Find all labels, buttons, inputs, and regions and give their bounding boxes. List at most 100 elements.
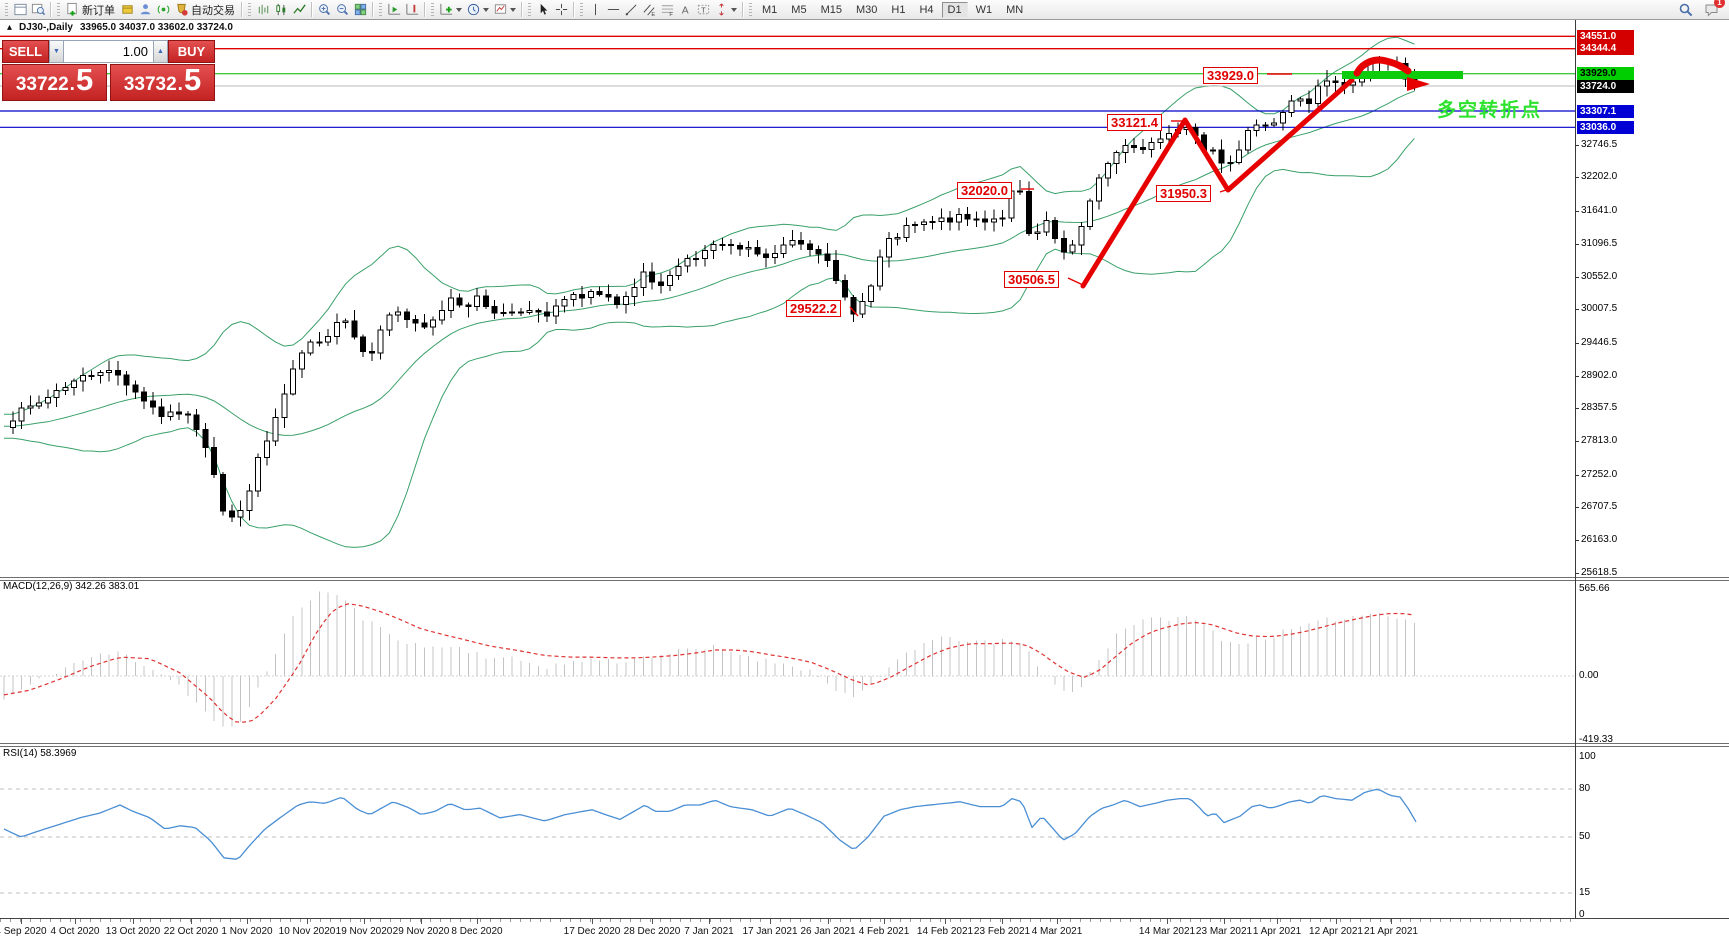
- date-label: 22 Oct 2020: [163, 926, 219, 937]
- date-label: 8 Dec 2020: [451, 926, 503, 937]
- price-scale-label: 26163.0: [1581, 534, 1618, 545]
- date-label: 12 Apr 2021: [1309, 926, 1363, 937]
- rsi-pane-canvas[interactable]: [0, 745, 1576, 918]
- timeframe-h1[interactable]: H1: [891, 3, 906, 16]
- date-label: 14 Feb 2021: [916, 926, 974, 937]
- timeframe-w1[interactable]: W1: [975, 3, 993, 16]
- crosshair-icon[interactable]: [552, 1, 570, 18]
- price-annotation[interactable]: 30506.5: [1004, 271, 1059, 288]
- timeframe-group: M1 M5 M15 M30 H1 H4 D1 W1 MN: [755, 1, 1030, 18]
- indicators-dropdown-caret[interactable]: [456, 7, 462, 12]
- timeframe-m5[interactable]: M5: [791, 3, 807, 16]
- data-window-icon[interactable]: [136, 1, 154, 18]
- trend-note-text[interactable]: 多空转折点: [1437, 100, 1543, 121]
- periods-dropdown-caret[interactable]: [483, 7, 489, 12]
- toolbar-grip[interactable]: [5, 3, 8, 16]
- macd-header: MACD(12,26,9) 342.26 383.01: [3, 581, 140, 592]
- cursor-icon[interactable]: [534, 1, 552, 18]
- date-minor-ticks: [0, 919, 1575, 922]
- candlestick-chart-icon[interactable]: [272, 1, 290, 18]
- price-scale-label: 28902.0: [1581, 370, 1618, 381]
- toolbar: 新订单 自动交易 E F A T M1 M5 M15 M30 H1 H4 D1 W1 M: [0, 0, 1729, 20]
- date-label: 7 Jan 2021: [684, 926, 734, 937]
- one-click-trading-panel: SELL ▼ 1.00 ▲ BUY 33722. 5 33732. 5: [2, 40, 215, 101]
- auto-trading-button[interactable]: 自动交易: [191, 4, 235, 17]
- date-label: 10 Nov 2020: [278, 926, 336, 937]
- zoom-in-icon[interactable]: [315, 1, 333, 18]
- timeframe-m15[interactable]: M15: [820, 3, 842, 16]
- collapse-icon[interactable]: ▴: [7, 22, 13, 33]
- sell-button[interactable]: SELL: [2, 40, 49, 63]
- zoom-out-icon[interactable]: [333, 1, 351, 18]
- macd-pane-separator[interactable]: [0, 577, 1729, 581]
- date-label: 26 Jan 2021: [800, 926, 856, 937]
- templates-icon[interactable]: [491, 1, 509, 18]
- macd-pane-canvas[interactable]: [0, 579, 1576, 743]
- arrows-icon[interactable]: [712, 1, 730, 18]
- bar-chart-icon[interactable]: [254, 1, 272, 18]
- vertical-line-icon[interactable]: [586, 1, 604, 18]
- new-chart-icon[interactable]: [11, 1, 29, 18]
- date-label: 17 Dec 2020: [563, 926, 621, 937]
- timeframe-mn[interactable]: MN: [1006, 3, 1024, 16]
- text-icon[interactable]: A: [676, 1, 694, 18]
- price-scale-label: 31641.0: [1581, 205, 1618, 216]
- rsi-pane-separator[interactable]: [0, 743, 1729, 747]
- buy-price[interactable]: 33732. 5: [110, 64, 215, 101]
- templates-dropdown-caret[interactable]: [510, 7, 516, 12]
- indicators-icon[interactable]: [437, 1, 455, 18]
- periods-icon[interactable]: [464, 1, 482, 18]
- price-scale-label: 32746.5: [1581, 139, 1618, 150]
- price-annotation[interactable]: 33121.4: [1107, 114, 1162, 131]
- new-order-icon[interactable]: [63, 1, 81, 18]
- market-watch-icon[interactable]: [118, 1, 136, 18]
- price-annotation[interactable]: 29522.2: [786, 300, 841, 317]
- buy-button[interactable]: BUY: [168, 40, 215, 63]
- horizontal-line-icon[interactable]: [604, 1, 622, 18]
- chart-shift-icon[interactable]: [403, 1, 421, 18]
- date-label: 17 Jan 2021: [742, 926, 798, 937]
- symbol-period-label: DJ30-,Daily: [19, 22, 73, 33]
- rsi-scale-label: 15: [1579, 887, 1591, 898]
- price-chip: 34551.0: [1577, 30, 1634, 43]
- tile-windows-icon[interactable]: [351, 1, 369, 18]
- price-scale-label: 28357.5: [1581, 402, 1618, 413]
- arrows-dropdown-caret[interactable]: [731, 7, 737, 12]
- price-chip: 34344.4: [1577, 42, 1634, 55]
- main-chart-canvas[interactable]: [0, 20, 1576, 578]
- timeframe-m30[interactable]: M30: [855, 3, 878, 16]
- price-annotation[interactable]: 32020.0: [957, 182, 1012, 199]
- line-chart-icon[interactable]: [290, 1, 308, 18]
- new-order-button[interactable]: 新订单: [82, 4, 115, 17]
- auto-trading-icon[interactable]: [172, 1, 190, 18]
- signals-icon[interactable]: [154, 1, 172, 18]
- date-label: 1 Nov 2020: [221, 926, 273, 937]
- macd-scale-label: 0.00: [1579, 670, 1599, 681]
- volume-decrease-button[interactable]: ▼: [49, 40, 64, 63]
- equidistant-channel-icon[interactable]: E: [640, 1, 658, 18]
- sell-price[interactable]: 33722. 5: [2, 64, 107, 101]
- search-icon[interactable]: [1677, 1, 1695, 18]
- date-label: 4 Oct 2020: [50, 926, 100, 937]
- price-scale-label: 31096.5: [1581, 238, 1618, 249]
- trendline-icon[interactable]: [622, 1, 640, 18]
- profile-preview-icon[interactable]: [29, 1, 47, 18]
- price-scale-label: 26707.5: [1581, 501, 1618, 512]
- auto-scroll-icon[interactable]: [385, 1, 403, 18]
- timeframe-d1[interactable]: D1: [941, 1, 968, 18]
- notification-badge: 1: [1714, 0, 1725, 8]
- timeframe-h4[interactable]: H4: [919, 3, 934, 16]
- notifications-icon[interactable]: 1: [1703, 0, 1725, 18]
- date-label: 23 Mar 2021: [1195, 926, 1253, 937]
- price-annotation[interactable]: 33929.0: [1203, 67, 1258, 84]
- text-label-icon[interactable]: T: [694, 1, 712, 18]
- volume-input[interactable]: 1.00: [64, 40, 153, 63]
- price-scale-label: 30552.0: [1581, 271, 1618, 282]
- timeframe-m1[interactable]: M1: [762, 3, 778, 16]
- date-axis[interactable]: 4 Sep 2020 4 Oct 2020 13 Oct 2020 22 Oct 20…: [0, 918, 1729, 942]
- volume-increase-button[interactable]: ▲: [153, 40, 168, 63]
- date-label: 4 Sep 2020: [0, 926, 47, 937]
- fibonacci-icon[interactable]: F: [658, 1, 676, 18]
- price-annotation[interactable]: 31950.3: [1156, 185, 1211, 202]
